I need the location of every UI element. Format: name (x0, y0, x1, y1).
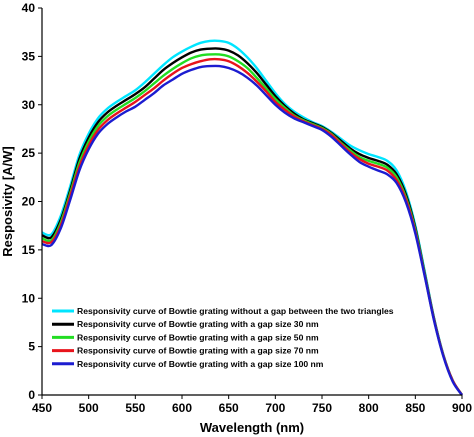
x-tick-label: 850 (405, 401, 425, 415)
x-axis-title: Wavelength (nm) (200, 420, 304, 435)
legend-label-1: Responsivity curve of Bowtie grating wit… (77, 306, 394, 316)
y-tick-label: 40 (22, 1, 36, 15)
y-tick-label: 0 (28, 388, 35, 402)
x-tick-label: 500 (79, 401, 99, 415)
x-tick-label: 750 (312, 401, 332, 415)
x-tick-label: 800 (359, 401, 379, 415)
series-line-4 (41, 57, 464, 396)
legend-label-5: Responsivity curve of Bowtie grating wit… (77, 359, 324, 369)
y-axis-title: Resposivity [A/W] (0, 146, 15, 257)
x-axis-ticks: 450 500 550 600 650 700 750 800 850 900 (32, 395, 472, 415)
plot-lines (41, 39, 464, 396)
y-tick-label: 20 (22, 195, 36, 209)
x-tick-label: 700 (265, 401, 285, 415)
y-tick-label: 25 (22, 146, 36, 160)
x-tick-label: 600 (172, 401, 192, 415)
x-tick-label: 650 (219, 401, 239, 415)
y-tick-label: 5 (28, 340, 35, 354)
y-tick-label: 15 (22, 243, 36, 257)
x-tick-label: 550 (125, 401, 145, 415)
y-tick-label: 10 (22, 291, 36, 305)
legend: Responsivity curve of Bowtie grating wit… (52, 306, 394, 369)
series-line-2 (41, 47, 464, 396)
y-axis-ticks: 0 5 10 15 20 25 30 35 40 (22, 1, 42, 402)
x-tick-label: 450 (32, 401, 52, 415)
series-line-1 (41, 39, 464, 396)
y-tick-label: 35 (22, 49, 36, 63)
legend-label-4: Responsivity curve of Bowtie grating wit… (77, 346, 319, 356)
legend-label-2: Responsivity curve of Bowtie grating wit… (77, 319, 319, 329)
legend-label-3: Responsivity curve of Bowtie grating wit… (77, 332, 319, 342)
y-tick-label: 30 (22, 98, 36, 112)
x-tick-label: 900 (452, 401, 472, 415)
series-line-3 (41, 53, 464, 396)
series-line-5 (41, 64, 463, 396)
